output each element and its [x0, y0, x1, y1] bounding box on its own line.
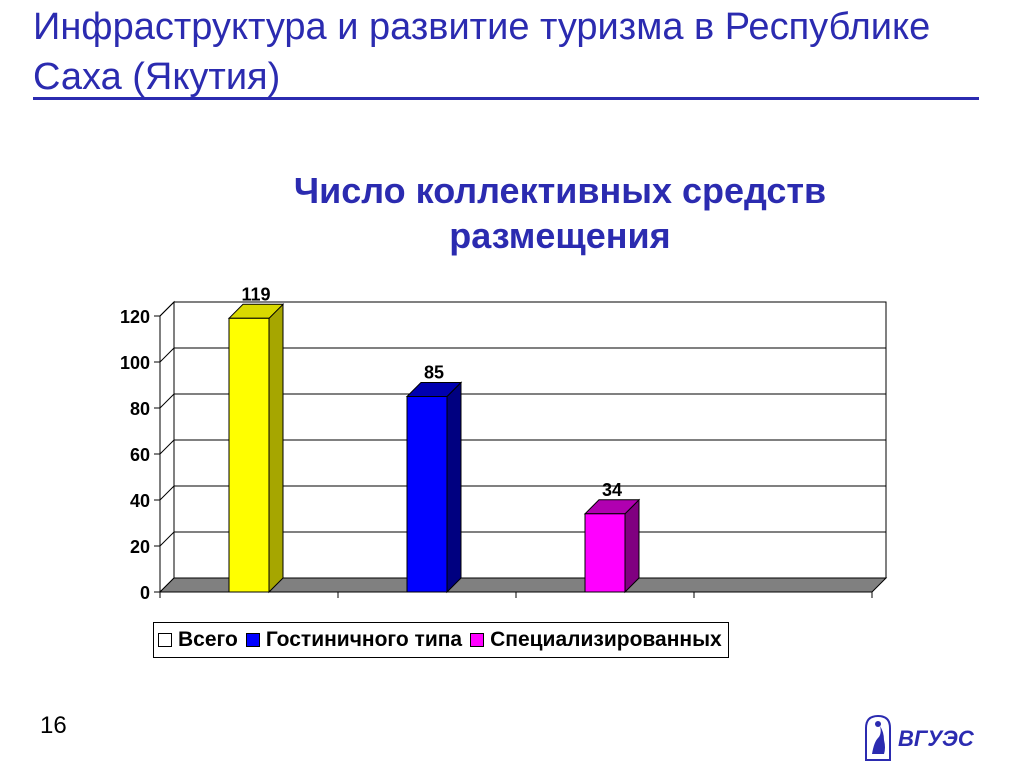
- data-label-hotel: 85: [424, 363, 444, 383]
- gridline-side: [159, 485, 175, 501]
- chart-floor: [158, 577, 888, 593]
- gridline-side: [159, 347, 175, 363]
- university-logo: ВГУЭС: [865, 714, 975, 761]
- bar-hotel: [406, 396, 448, 593]
- y-tick-label: 20: [130, 537, 150, 557]
- chart-title: Число коллективных средств размещения: [293, 170, 827, 256]
- y-tick-label: 120: [120, 307, 150, 327]
- legend-swatch-total: [158, 633, 172, 647]
- data-label-total: 119: [241, 284, 270, 304]
- legend-label-total: Всего: [178, 628, 238, 651]
- y-tick-label: 60: [130, 445, 150, 465]
- svg-text:ВГУЭС: ВГУЭС: [898, 726, 975, 751]
- bar-side-hotel: [446, 381, 462, 594]
- slide-title: Инфраструктура и развитие туризма в Респ…: [33, 6, 931, 98]
- chart-legend: Всего Гостиничного типа Специализированн…: [153, 622, 729, 658]
- legend-label-specialized: Специализированных: [490, 628, 722, 651]
- gridline-side: [159, 531, 175, 547]
- data-label-specialized: 34: [602, 480, 622, 500]
- y-tick-label: 80: [130, 399, 150, 419]
- y-tick-label: 100: [120, 353, 150, 373]
- emblem-icon: [865, 714, 891, 761]
- bar-specialized: [584, 513, 626, 593]
- y-tick-label: 0: [140, 583, 150, 603]
- legend-item-specialized: Специализированных: [470, 628, 722, 652]
- gridline-side: [159, 393, 175, 409]
- y-tick-label: 40: [130, 491, 150, 511]
- legend-item-hotel: Гостиничного типа: [245, 628, 463, 652]
- legend-item-total: Всего: [158, 628, 238, 652]
- page-number: 16: [40, 712, 67, 739]
- bar-total: [228, 317, 270, 593]
- legend-swatch-specialized: [470, 633, 485, 647]
- gridline-side: [159, 439, 175, 455]
- legend-swatch-hotel: [245, 633, 260, 647]
- gridline-side: [159, 301, 175, 317]
- bar-side-total: [268, 303, 284, 594]
- bar-side-specialized: [624, 498, 640, 594]
- legend-label-hotel: Гостиничного типа: [265, 628, 463, 651]
- title-divider: [33, 97, 979, 100]
